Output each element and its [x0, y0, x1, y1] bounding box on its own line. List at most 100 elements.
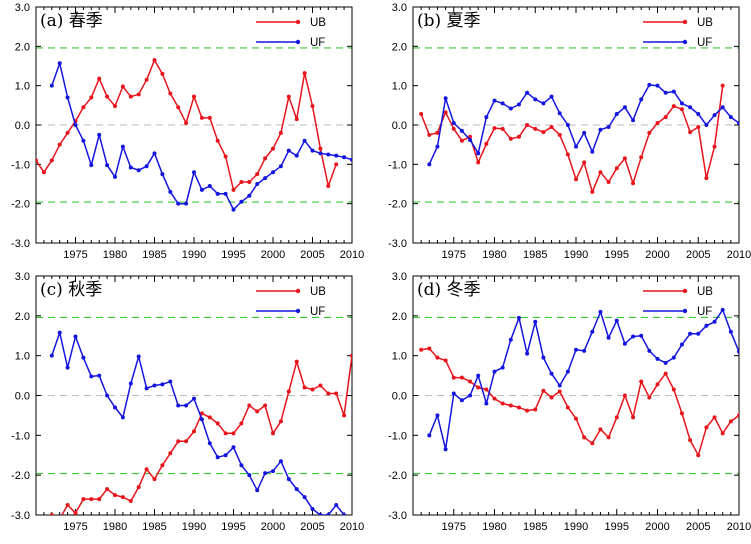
data-point-uf — [663, 360, 668, 365]
y-tick-label: -3.0 — [11, 510, 30, 522]
data-point-ub — [728, 419, 733, 424]
data-point-ub — [508, 403, 513, 408]
data-point-ub — [105, 487, 110, 492]
data-point-ub — [334, 391, 339, 396]
data-point-uf — [598, 309, 603, 314]
data-point-uf — [278, 459, 283, 464]
data-point-uf — [435, 144, 440, 149]
data-point-ub — [704, 425, 709, 430]
data-point-ub — [639, 379, 644, 384]
y-tick-label: 2.0 — [392, 41, 407, 53]
data-point-uf — [484, 401, 489, 406]
data-point-uf — [326, 513, 331, 515]
x-tick-label: 1995 — [605, 521, 629, 533]
data-point-uf — [443, 447, 448, 452]
data-point-ub — [176, 105, 181, 110]
data-point-ub — [199, 115, 204, 120]
data-point-ub — [278, 419, 283, 424]
data-point-uf — [334, 153, 339, 158]
data-point-uf — [476, 373, 481, 378]
data-point-uf — [427, 433, 432, 438]
data-point-ub — [655, 382, 660, 387]
panel-title: (a) 春季 — [40, 11, 103, 31]
data-point-uf — [294, 153, 299, 158]
data-point-ub — [582, 435, 587, 440]
data-point-uf — [451, 121, 456, 126]
panel-title: (b) 夏季 — [417, 11, 481, 31]
x-tick-label: 2000 — [261, 249, 285, 261]
data-point-ub — [255, 172, 260, 177]
data-point-ub — [41, 170, 46, 175]
series-group — [49, 330, 352, 515]
data-point-ub — [113, 493, 117, 498]
data-point-uf — [590, 329, 595, 334]
data-point-uf — [704, 323, 709, 328]
data-point-ub — [541, 130, 546, 135]
data-point-ub — [49, 158, 54, 163]
y-tick-label: 1.0 — [15, 351, 30, 363]
data-point-uf — [113, 405, 117, 410]
data-point-ub — [271, 431, 275, 436]
data-point-uf — [120, 415, 125, 420]
data-point-uf — [89, 374, 94, 379]
x-tick-label: 2010 — [340, 521, 364, 533]
data-point-uf — [302, 138, 307, 143]
data-point-ub — [427, 132, 432, 137]
data-point-ub — [688, 438, 693, 443]
data-point-ub — [342, 413, 347, 418]
data-point-uf — [342, 513, 347, 515]
y-tick-label: 3.0 — [15, 271, 30, 283]
y-tick-label: 0.0 — [392, 120, 407, 132]
data-point-uf — [679, 101, 684, 106]
data-point-ub — [286, 389, 291, 394]
legend-label-uf: UF — [310, 37, 325, 49]
data-point-uf — [737, 121, 739, 126]
data-point-uf — [688, 105, 693, 110]
data-point-uf — [468, 393, 473, 398]
data-point-uf — [549, 371, 554, 376]
y-tick-label: 2.0 — [15, 41, 30, 53]
data-point-uf — [712, 113, 717, 118]
data-point-uf — [525, 90, 530, 95]
data-point-ub — [647, 130, 652, 135]
data-point-ub — [89, 95, 94, 100]
data-point-ub — [247, 180, 252, 185]
data-point-uf — [525, 351, 530, 356]
data-point-ub — [152, 477, 157, 482]
data-point-ub — [614, 166, 619, 171]
legend-marker-ub — [295, 19, 301, 25]
data-point-uf — [81, 355, 86, 360]
data-point-ub — [294, 359, 299, 364]
data-point-ub — [97, 497, 102, 502]
y-tick-label: 1.0 — [392, 351, 407, 363]
data-point-ub — [443, 110, 448, 115]
data-point-uf — [427, 162, 432, 167]
data-point-uf — [294, 487, 299, 492]
data-point-uf — [231, 445, 236, 450]
data-point-uf — [318, 151, 323, 156]
x-tick-label: 2010 — [727, 249, 751, 261]
data-point-ub — [334, 162, 339, 167]
data-point-uf — [144, 386, 149, 391]
data-point-ub — [120, 84, 125, 89]
data-point-uf — [500, 365, 505, 370]
x-tick-label: 2005 — [300, 521, 324, 533]
x-tick-label: 1985 — [142, 249, 166, 261]
data-point-ub — [492, 396, 497, 401]
data-point-ub — [459, 138, 464, 143]
y-tick-label: 2.0 — [15, 311, 30, 323]
data-point-ub — [168, 91, 173, 96]
data-point-uf — [631, 334, 636, 339]
x-tick-label: 2005 — [300, 249, 324, 261]
data-point-uf — [120, 144, 125, 149]
y-tick-label: -1.0 — [388, 430, 407, 442]
x-tick-label: 1975 — [442, 249, 466, 261]
data-point-uf — [655, 356, 660, 361]
data-point-uf — [247, 473, 252, 478]
series-line-ub — [51, 355, 352, 515]
data-point-ub — [484, 141, 489, 146]
panel-b: 3.0 2.0 1.0 0.0 -1.0 -2.0 -3.0 1975 1980 1985 1990… — [388, 2, 751, 261]
data-point-uf — [614, 318, 619, 323]
data-point-uf — [310, 507, 315, 512]
